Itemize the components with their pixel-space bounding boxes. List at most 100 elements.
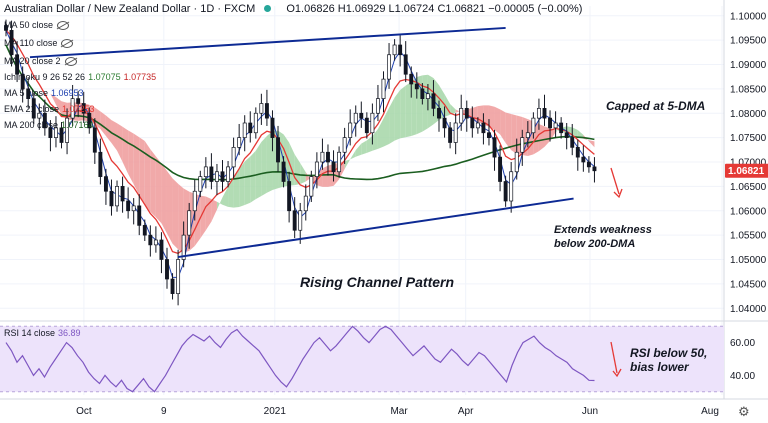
rsi-legend[interactable]: RSI 14 close 36.89 bbox=[4, 328, 81, 338]
candle bbox=[237, 123, 242, 156]
candle bbox=[131, 198, 136, 225]
candle-body bbox=[398, 44, 403, 56]
candle-body bbox=[120, 186, 125, 202]
candle bbox=[337, 146, 342, 178]
candle-body bbox=[242, 122, 247, 138]
candle bbox=[570, 123, 575, 156]
arrows bbox=[610, 167, 623, 378]
candle bbox=[581, 145, 586, 172]
candle-body bbox=[448, 127, 453, 143]
candle bbox=[76, 90, 81, 118]
cloud-segment bbox=[422, 74, 428, 132]
candle bbox=[553, 111, 558, 138]
candle-body bbox=[65, 117, 70, 143]
candle bbox=[137, 194, 142, 236]
candle-body bbox=[76, 98, 81, 104]
cloud-segment bbox=[494, 106, 501, 135]
candle bbox=[148, 225, 153, 257]
candle-body bbox=[192, 190, 197, 212]
candle bbox=[48, 120, 53, 152]
cloud-segment bbox=[172, 178, 179, 250]
candle-body bbox=[320, 151, 325, 163]
candle-body bbox=[575, 147, 580, 158]
indicator-ichimoku[interactable]: Ichimoku 9 26 52 26 1.07075 1.07735 bbox=[4, 72, 157, 82]
candle bbox=[559, 117, 564, 139]
cloud-segment bbox=[233, 169, 240, 208]
candle bbox=[59, 122, 64, 149]
candle bbox=[464, 100, 469, 132]
channel-lower-line bbox=[177, 197, 574, 259]
indicator-ma50[interactable]: MA 50 close bbox=[4, 20, 70, 31]
candle-body bbox=[592, 166, 597, 172]
candle bbox=[4, 19, 8, 37]
cloud-segment bbox=[366, 136, 373, 153]
indicator-ma5[interactable]: MA 5 close 1.06953 bbox=[4, 88, 84, 98]
indicator-ma200[interactable]: MA 200 close 1.07164 bbox=[4, 120, 94, 130]
candle-body bbox=[4, 25, 8, 31]
candle bbox=[498, 145, 503, 192]
y-tick-label: 1.05500 bbox=[730, 231, 767, 242]
candle-body bbox=[9, 30, 14, 56]
candle bbox=[375, 84, 380, 122]
cloud-segment bbox=[255, 141, 262, 200]
ichimoku-cloud bbox=[6, 30, 595, 253]
candle-body bbox=[514, 151, 519, 173]
candle bbox=[492, 129, 497, 171]
candle-body bbox=[442, 117, 447, 129]
candle bbox=[348, 109, 353, 146]
candle bbox=[242, 115, 247, 152]
candle-body bbox=[92, 127, 97, 153]
cloud-segment bbox=[488, 105, 495, 131]
hidden-eye-icon[interactable] bbox=[57, 21, 70, 31]
gear-icon[interactable]: ⚙ bbox=[738, 404, 750, 419]
candle-body bbox=[414, 83, 419, 90]
candle bbox=[270, 110, 275, 152]
candle bbox=[309, 170, 314, 202]
cloud-segment bbox=[383, 107, 390, 147]
x-tick-label: 9 bbox=[161, 406, 167, 417]
cloud-segment bbox=[111, 120, 118, 151]
candle bbox=[387, 43, 391, 89]
last-price-label: 1.06821 bbox=[728, 166, 765, 177]
cloud-segment bbox=[155, 156, 162, 224]
cloud-segment bbox=[222, 186, 229, 207]
candle-body bbox=[381, 78, 386, 99]
ohlc-readout: O1.06826 H1.06929 L1.06724 C1.06821 −0.0… bbox=[286, 3, 583, 15]
candle-body bbox=[159, 239, 164, 260]
candle-body bbox=[581, 156, 586, 163]
candle-body bbox=[276, 137, 280, 163]
indicator-ma110[interactable]: MA 110 close bbox=[4, 38, 74, 49]
y-tick-label: 1.06000 bbox=[730, 206, 767, 217]
candle bbox=[203, 157, 208, 189]
candle-body bbox=[181, 234, 186, 260]
candle bbox=[159, 232, 164, 274]
candle-body bbox=[37, 112, 42, 119]
arrow-down-icon bbox=[610, 167, 620, 195]
candle-body bbox=[15, 54, 20, 75]
candle bbox=[126, 187, 131, 219]
candle-body bbox=[292, 210, 297, 231]
candle-body bbox=[248, 122, 253, 134]
candle-body bbox=[226, 166, 231, 182]
y-tick-label: 1.04500 bbox=[730, 279, 767, 290]
hidden-eye-icon[interactable] bbox=[61, 39, 74, 49]
rsi-tick-label: 60.00 bbox=[730, 338, 755, 349]
cloud-segment bbox=[389, 97, 395, 144]
hidden-eye-icon[interactable] bbox=[64, 57, 77, 67]
x-tick-label: Apr bbox=[458, 406, 474, 417]
candle-body bbox=[431, 93, 436, 109]
indicator-ema21[interactable]: EMA 21 close 1.07253 bbox=[4, 104, 95, 114]
candle bbox=[353, 105, 358, 137]
arrow-head-icon bbox=[612, 368, 622, 378]
candle-body bbox=[492, 137, 497, 158]
candle bbox=[70, 84, 75, 126]
candle bbox=[103, 168, 108, 205]
candle bbox=[487, 119, 491, 146]
y-tick-label: 1.07000 bbox=[730, 158, 767, 169]
indicator-ma20[interactable]: MA 20 close 2 bbox=[4, 56, 77, 67]
cloud-segment bbox=[122, 126, 129, 174]
candle-body bbox=[142, 225, 147, 236]
candle bbox=[226, 161, 231, 188]
symbol-title[interactable]: Australian Dollar / New Zealand Dollar ·… bbox=[4, 3, 256, 15]
candle bbox=[320, 138, 325, 170]
